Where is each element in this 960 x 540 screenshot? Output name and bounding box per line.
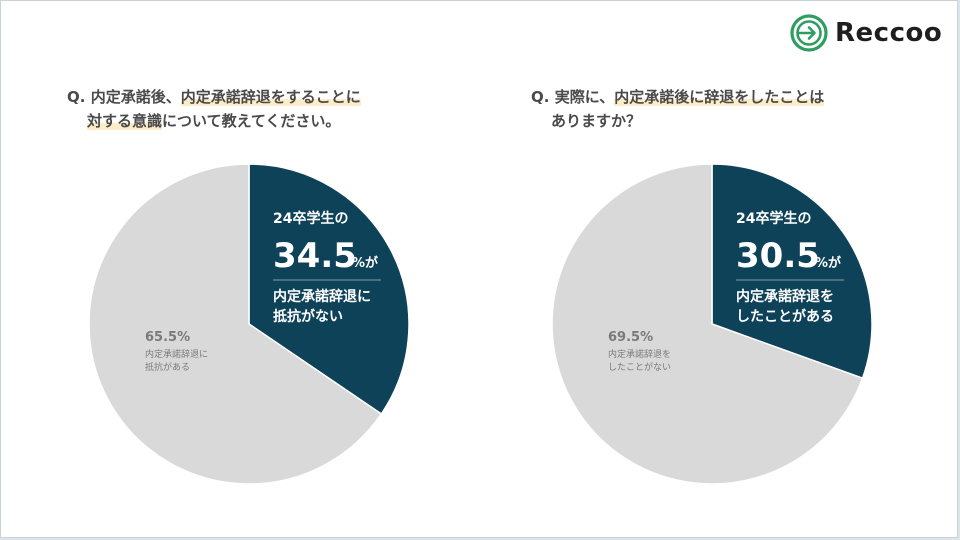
other-desc-line-1: 内定承諾辞退に: [145, 348, 208, 360]
question-2-highlight-1: 内定承諾後に辞退をしたことは: [614, 88, 825, 106]
callout-desc-line-1: 内定承諾辞退を: [736, 288, 834, 305]
callout-desc-line-2: 抵抗がない: [273, 308, 343, 325]
question-2-line-2: ありますか？: [551, 112, 642, 130]
callout-percentage: 30.5: [736, 236, 820, 276]
callout-group-label: 24卒学生の: [273, 210, 348, 227]
pie-chart-1: 24卒学生の34.5%が内定承諾辞退に抵抗がない65.5%内定承諾辞退に抵抗があ…: [88, 163, 410, 485]
callout-percentage: 34.5: [273, 236, 357, 276]
brand-name: Reccoo: [835, 18, 943, 48]
callout-group-label: 24卒学生の: [736, 210, 811, 227]
pie-chart-2: 24卒学生の30.5%が内定承諾辞退をしたことがある69.5%内定承諾辞退をした…: [551, 163, 873, 485]
question-1-highlight-1: 内定承諾辞退をすることに: [180, 88, 361, 106]
pie-slice-highlight: [711, 163, 873, 380]
callout-suffix: %が: [815, 255, 841, 271]
callout-desc-line-2: したことがある: [736, 308, 834, 325]
question-2-line-1: Q. 実際に、内定承諾後に辞退をしたことは: [531, 88, 825, 106]
other-desc-line-2: 抵抗がある: [145, 361, 190, 373]
pie-slice-rest: [551, 163, 864, 485]
other-percentage: 69.5%: [608, 330, 653, 345]
reccoo-logo-icon: [790, 14, 828, 52]
other-desc-line-1: 内定承諾辞退を: [608, 348, 671, 360]
question-1-line-1: Q. 内定承諾後、内定承諾辞退をすることに: [67, 88, 361, 106]
brand-logo: Reccoo: [789, 13, 942, 53]
callout-suffix: %が: [352, 255, 378, 271]
callout-desc-line-1: 内定承諾辞退に: [273, 288, 371, 305]
pie-slice-rest: [88, 163, 383, 485]
question-1: Q. 内定承諾後、内定承諾辞退をすることに 対する意識について教えてください。: [67, 85, 361, 133]
pie-slice-highlight: [248, 163, 410, 415]
other-percentage: 65.5%: [145, 330, 190, 345]
other-desc-line-2: したことがない: [608, 361, 671, 373]
question-2: Q. 実際に、内定承諾後に辞退をしたことは ありますか？: [531, 85, 825, 133]
question-1-line-2: 対する意識について教えてください。: [87, 112, 341, 130]
question-1-highlight-2: 対する意識: [87, 112, 163, 130]
